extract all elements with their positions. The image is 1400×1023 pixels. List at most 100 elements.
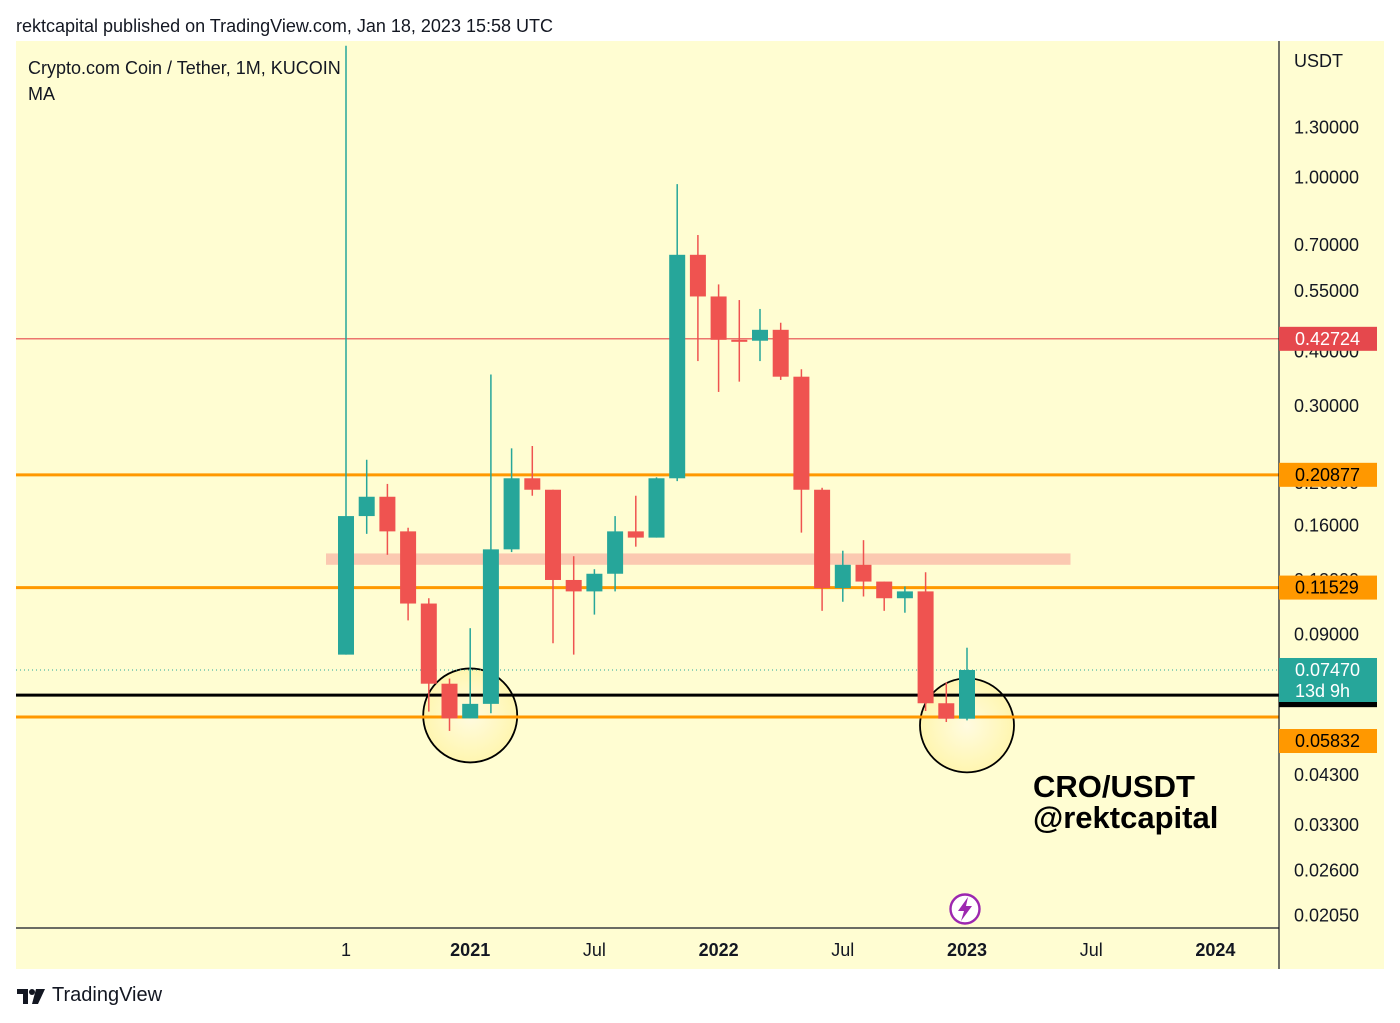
currency-label: USDT [1294,51,1343,71]
candle-body[interactable] [814,489,831,589]
candle-body[interactable] [876,581,893,599]
price-label-text: 0.11529 [1295,578,1359,598]
candle-body[interactable] [834,564,851,589]
candle-body[interactable] [689,254,706,297]
resistance-zone [326,553,1071,565]
price-tick-label: 1.00000 [1294,167,1359,187]
candle-2021-07[interactable] [586,569,603,615]
candles[interactable] [338,45,975,731]
candle-body[interactable] [503,478,520,550]
candle-body[interactable] [917,591,934,704]
candle-2021-11[interactable] [669,184,686,482]
candle-2022-01[interactable] [710,284,727,392]
candle-2022-09[interactable] [876,581,893,611]
zone-layer [326,553,1071,565]
candle-body[interactable] [793,376,810,490]
candle-2022-03[interactable] [752,308,768,362]
candle-2022-06[interactable] [814,487,831,611]
tradingview-footer[interactable]: TradingView [16,984,162,1007]
candle-2022-05[interactable] [793,369,810,533]
candle-2021-12[interactable] [689,235,706,362]
candle-2022-08[interactable] [855,540,872,597]
candle-body[interactable] [772,329,789,377]
candle-body[interactable] [627,531,644,538]
price-tick-label: 0.04300 [1294,765,1359,785]
time-axis-area [16,928,1279,969]
axes-frame [16,41,1280,969]
candle-2021-02[interactable] [482,374,499,714]
price-tick-label: 0.03300 [1294,815,1359,835]
candle-body[interactable] [565,579,582,592]
price-label-0.11529: 0.11529 [1279,575,1377,600]
candle-2021-01[interactable] [462,628,479,719]
candle-body[interactable] [338,516,354,655]
price-label-0.05832: 0.05832 [1279,729,1377,754]
candle-2021-04[interactable] [524,445,541,496]
candle-body[interactable] [379,496,396,532]
candle-2020-12[interactable] [441,678,458,731]
candle-body[interactable] [938,703,955,719]
candle-2020-11[interactable] [420,598,437,712]
candle-2021-10[interactable] [648,477,665,538]
candle-2022-02[interactable] [731,300,748,382]
tradingview-brand: TradingView [52,984,163,1006]
lightning-icon[interactable] [949,893,981,925]
time-axis[interactable]: 1 2021 Jul 2022 Jul 2023 Jul 2024 [341,940,1235,960]
plot-background [16,41,1384,969]
candle-2021-05[interactable] [545,489,561,644]
candle-body[interactable] [358,496,375,517]
price-tick-label: 0.09000 [1294,625,1359,645]
price-labels: 0.427240.208770.115290.065430.058320.074… [1279,326,1377,754]
candle-2022-12[interactable] [938,682,955,723]
candle-2022-04[interactable] [772,322,789,380]
candle-body[interactable] [462,703,479,719]
candle-2023-01[interactable] [959,647,975,721]
candle-2020-10[interactable] [400,527,417,621]
candle-body[interactable] [420,603,437,684]
price-label-box [1279,657,1377,702]
symbol-title[interactable]: Crypto.com Coin / Tether, 1M, KUCOIN [28,58,341,78]
candle-body[interactable] [482,549,499,704]
candle-2021-06[interactable] [565,556,582,655]
candle-2022-07[interactable] [834,550,851,602]
candle-2020-09[interactable] [379,483,396,555]
candle-body[interactable] [524,478,541,490]
price-label-0.20877: 0.20877 [1279,462,1377,487]
candle-body[interactable] [441,683,458,719]
price-tick-label: 0.55000 [1294,281,1359,301]
candle-body[interactable] [731,339,748,342]
candle-2021-03[interactable] [503,448,520,553]
candle-2020-08[interactable] [358,459,375,534]
candle-2020-07[interactable] [338,45,354,655]
time-tick-label: 2023 [947,940,987,960]
price-axis-area [1279,41,1384,969]
plot-area [16,41,1279,928]
candle-body[interactable] [959,669,975,719]
price-tick-label: 0.02600 [1294,860,1359,880]
price-label-box [1279,575,1377,600]
indicator-label[interactable]: MA [28,84,55,104]
price-label-text: 0.20877 [1295,465,1360,485]
candle-2022-10[interactable] [896,586,913,613]
annotation-handle: @rektcapital [1033,800,1218,835]
horizontal-lines [16,338,1279,719]
candle-body[interactable] [607,531,624,574]
candle-body[interactable] [669,254,686,479]
candle-2021-08[interactable] [607,516,624,592]
candle-body[interactable] [855,564,872,582]
candle-body[interactable] [586,573,603,592]
candle-body[interactable] [710,296,727,340]
time-tick-label: 1 [341,940,351,960]
countdown-label: 13d 9h [1295,681,1350,701]
price-tick-label: 0.02050 [1294,906,1359,926]
candle-body[interactable] [648,478,665,538]
candle-2022-11[interactable] [917,572,934,711]
candle-body[interactable] [400,531,417,604]
price-label-text: 0.42724 [1295,329,1360,349]
candle-body[interactable] [545,489,561,580]
candle-body[interactable] [896,591,913,599]
candle-2021-09[interactable] [627,495,644,547]
candle-body[interactable] [752,329,768,341]
